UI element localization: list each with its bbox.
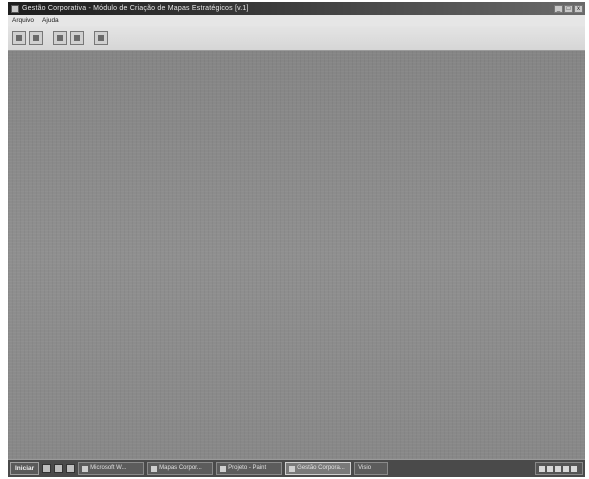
taskbar-item-active[interactable]: Gestão Corpora... [285,462,352,475]
save-icon[interactable] [53,31,67,45]
taskbar-item-label: Gestão Corpora... [297,465,345,471]
taskbar-item[interactable]: Mapas Corpor... [147,462,214,475]
taskbar-item-label: Visio [358,465,372,471]
taskbar-item[interactable]: Projeto - Paint [216,462,283,475]
window-title: Gestão Corporativa - Módulo de Criação d… [22,5,249,12]
document-icon [82,465,89,472]
window-controls: _ □ x [554,4,583,13]
app-icon[interactable] [11,4,19,13]
email-icon[interactable] [66,464,76,473]
start-button[interactable]: Iniciar [10,462,40,475]
taskbar-item[interactable]: Visio [354,462,389,475]
volume-icon[interactable] [547,465,553,472]
taskbar-item[interactable]: Microsoft W... [78,462,145,475]
toolbar [8,26,585,51]
window-titlebar[interactable]: Gestão Corporativa - Módulo de Criação d… [8,2,585,15]
menu-bar: Arquivo Ajuda [8,15,585,26]
folder-icon [151,465,158,472]
menu-item-ajuda[interactable]: Ajuda [42,17,59,24]
open-icon[interactable] [29,31,43,45]
taskbar-item-label: Mapas Corpor... [159,465,202,471]
system-tray [535,462,583,475]
network-icon[interactable] [539,465,545,472]
language-icon[interactable] [563,465,569,472]
taskbar: Iniciar Microsoft W... Mapas Corpor... P… [8,459,585,477]
taskbar-item-label: Microsoft W... [90,465,127,471]
workspace-area[interactable] [8,51,585,459]
app-icon [289,465,296,472]
maximize-button[interactable]: □ [564,4,573,13]
antivirus-icon[interactable] [555,465,561,472]
browser-icon[interactable] [54,464,64,473]
desktop-screen: Gestão Corporativa - Módulo de Criação d… [8,2,585,477]
close-button[interactable]: x [574,4,583,13]
paint-icon [220,465,227,472]
printer-icon[interactable] [571,465,577,472]
print-icon[interactable] [70,31,84,45]
new-map-icon[interactable] [12,31,26,45]
menu-item-arquivo[interactable]: Arquivo [12,17,35,24]
taskbar-item-label: Projeto - Paint [228,465,267,471]
minimize-button[interactable]: _ [554,4,563,13]
show-desktop-icon[interactable] [42,464,52,473]
exit-icon[interactable] [94,31,108,45]
